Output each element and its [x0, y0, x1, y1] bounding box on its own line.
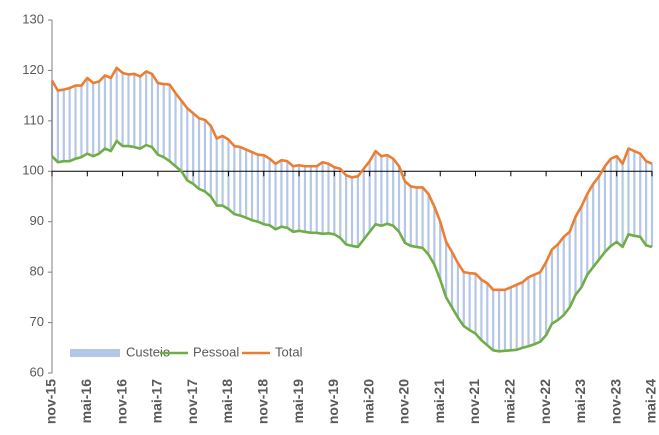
- legend-label: Total: [275, 344, 303, 359]
- x-tick-label: mai-23: [572, 379, 588, 424]
- x-tick-label: mai-21: [431, 379, 447, 424]
- y-tick-label: 110: [23, 112, 44, 127]
- legend-label: Custeio: [126, 344, 170, 359]
- x-tick-label: mai-17: [149, 379, 165, 424]
- x-tick-label: nov-18: [254, 379, 270, 424]
- x-tick-label: mai-16: [78, 379, 94, 424]
- x-tick-label: nov-21: [466, 379, 482, 424]
- x-tick-label: nov-19: [325, 379, 341, 424]
- x-tick-label: mai-20: [360, 379, 376, 424]
- y-tick-label: 130: [22, 11, 44, 26]
- y-tick-label: 120: [22, 62, 44, 77]
- x-tick-label: nov-16: [113, 379, 129, 424]
- x-tick-label: nov-15: [43, 379, 59, 424]
- y-tick-label: 60: [30, 364, 44, 379]
- y-tick-label: 90: [30, 213, 44, 228]
- legend-swatch: [70, 349, 120, 357]
- x-tick-label: nov-22: [537, 379, 553, 424]
- series-line: [50, 66, 653, 292]
- x-tick-label: nov-23: [607, 379, 623, 424]
- x-tick-label: mai-24: [643, 379, 659, 424]
- x-tick-label: mai-18: [219, 379, 235, 424]
- legend-label: Pessoal: [193, 344, 239, 359]
- y-tick-label: 100: [22, 163, 44, 178]
- x-tick-label: nov-20: [396, 379, 412, 424]
- y-tick-label: 80: [30, 264, 44, 279]
- x-tick-label: mai-19: [290, 379, 306, 424]
- x-tick-label: nov-17: [184, 379, 200, 424]
- x-tick-label: mai-22: [502, 379, 518, 424]
- y-tick-label: 70: [30, 314, 44, 329]
- series-line: [51, 139, 653, 353]
